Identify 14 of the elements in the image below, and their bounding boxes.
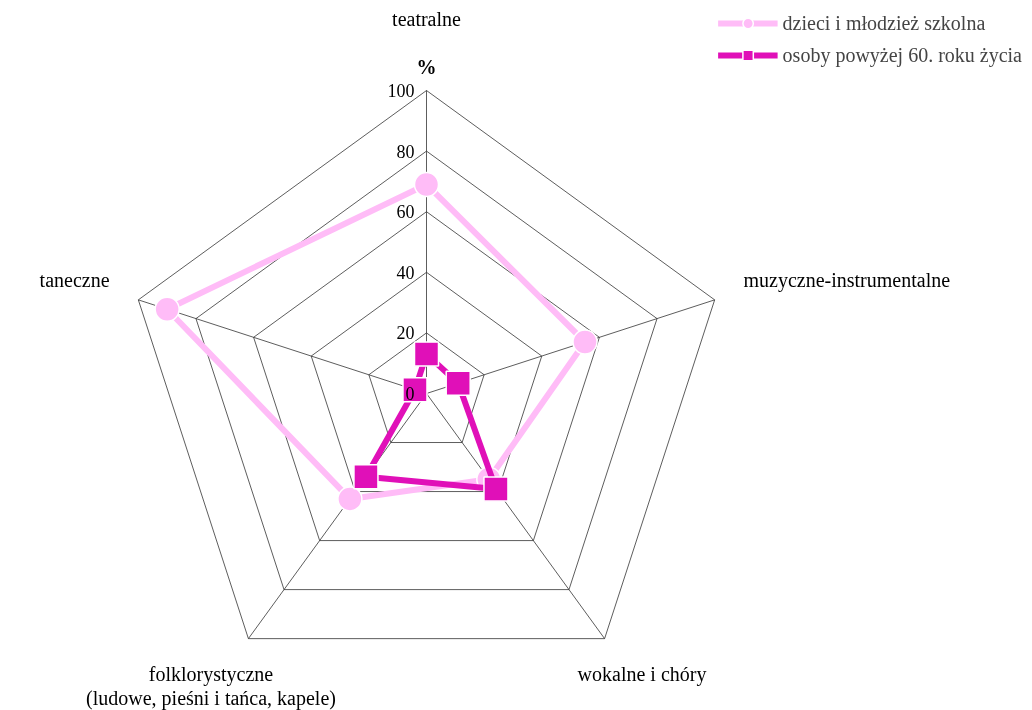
y-tick-label: 20 — [396, 323, 415, 344]
spoke-label: taneczne — [39, 268, 110, 291]
y-tick-label: 60 — [396, 202, 415, 223]
y-tick-label: 100 — [387, 81, 415, 101]
legend-label: dzieci i młodzież szkolna — [782, 11, 986, 35]
y-tick-label: 80 — [396, 141, 415, 162]
spoke-label: wokalne i chóry — [577, 663, 707, 687]
spoke-label: teatralne — [392, 7, 462, 30]
y-tick-label: 0 — [405, 384, 415, 404]
spoke-label: muzyczne-instrumentalne — [743, 268, 951, 292]
text: % — [416, 56, 437, 79]
spoke-label: folklorystyczne (ludowe, pieśni i tańca, kapele) — [86, 663, 336, 710]
y-tick-label: 40 — [396, 262, 415, 283]
legend-label: osoby powyżej 60. roku życia — [782, 43, 1022, 67]
